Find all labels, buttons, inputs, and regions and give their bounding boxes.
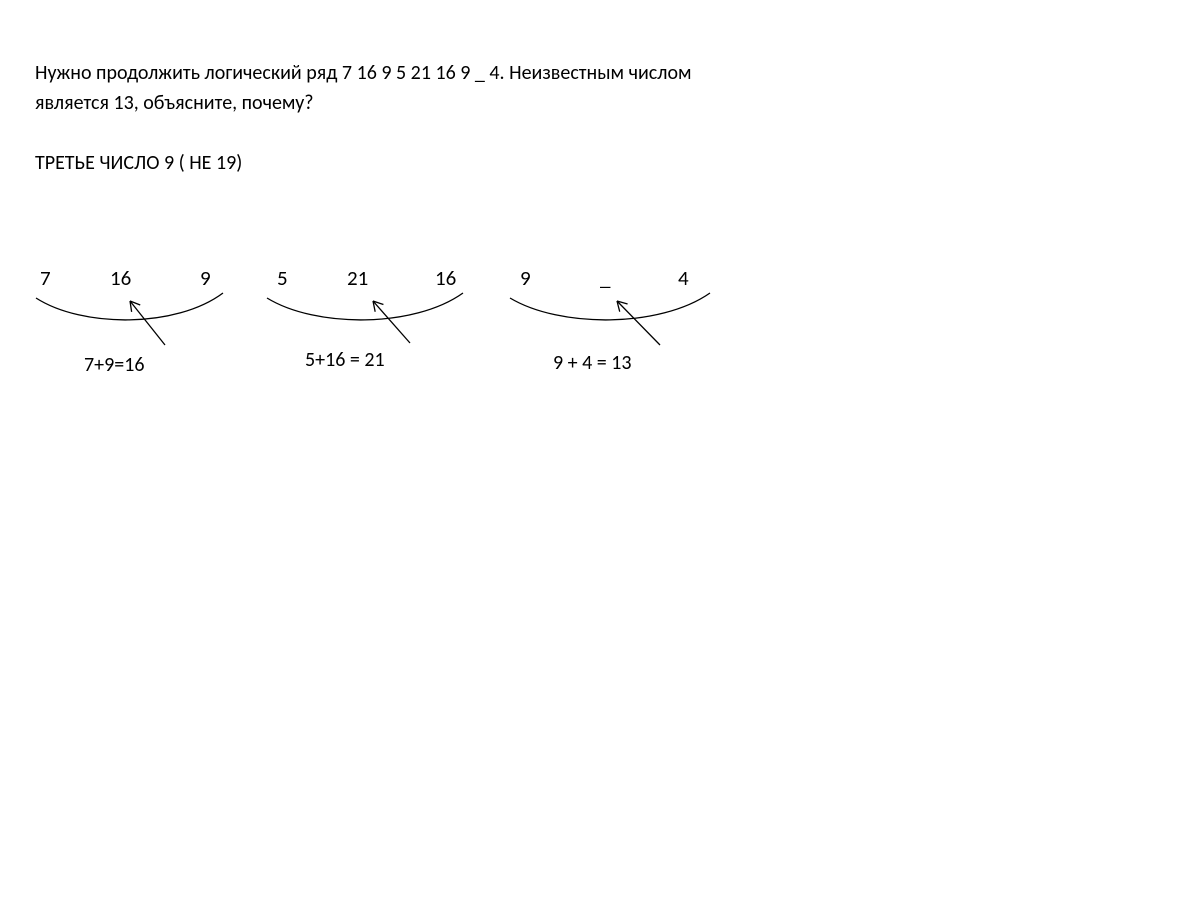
question-line1: Нужно продолжить логический ряд 7 16 9 5… (35, 61, 692, 85)
sequence-diagram: 7169521169_4 7+9=165+16 = 219 + 4 = 13 (40, 265, 740, 385)
arrow-shaft (373, 301, 410, 343)
note-text: ТРЕТЬЕ ЧИСЛО 9 ( НЕ 19) (35, 148, 242, 178)
arrow-shaft (130, 301, 165, 345)
group-equation: 9 + 4 = 13 (553, 351, 632, 375)
arcs-svg (40, 265, 740, 385)
question-line2: является 13, объясните, почему? (35, 91, 314, 115)
group-equation: 5+16 = 21 (305, 348, 385, 372)
group-arc (36, 293, 223, 320)
arrow-shaft (617, 301, 660, 345)
group-arc (267, 293, 463, 320)
group-arc (510, 293, 710, 320)
question-text: Нужно продолжить логический ряд 7 16 9 5… (35, 58, 1135, 118)
group-equation: 7+9=16 (84, 353, 144, 377)
